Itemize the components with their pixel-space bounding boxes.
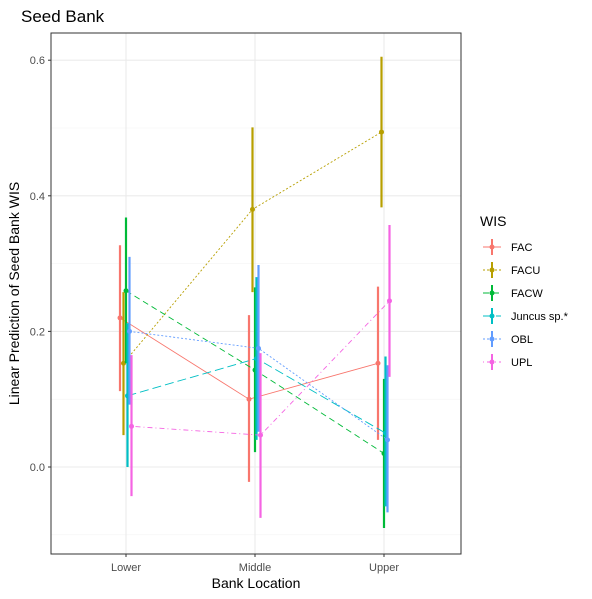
series-obl xyxy=(127,256,390,513)
series-juncus-sp- xyxy=(125,277,388,507)
series-line xyxy=(131,300,390,436)
series-facu xyxy=(121,56,384,436)
data-point xyxy=(117,315,123,321)
legend-label: FACU xyxy=(511,265,540,277)
legend-key-point xyxy=(489,359,495,365)
data-point xyxy=(246,396,252,402)
y-tick-label: 0.4 xyxy=(30,191,45,203)
legend-item: UPL xyxy=(483,354,532,370)
legend-key-point xyxy=(489,267,495,273)
legend-title: WIS xyxy=(480,213,506,229)
data-point xyxy=(127,328,132,334)
axis-layer: 0.0 0.2 0.4 0.6 Lower Middle Upper xyxy=(30,55,400,574)
x-tick-label: Lower xyxy=(111,562,141,574)
legend-label: FACW xyxy=(511,288,543,300)
legend-key-point xyxy=(489,336,495,342)
legend-key-point xyxy=(489,313,495,319)
x-tick-label: Upper xyxy=(369,562,399,574)
x-axis-title: Bank Location xyxy=(212,575,301,591)
legend-item: OBL xyxy=(483,331,533,347)
data-layer xyxy=(117,56,392,529)
x-tick-label: Middle xyxy=(239,562,271,574)
y-tick-label: 0.6 xyxy=(30,55,45,67)
legend-label: FAC xyxy=(511,242,532,254)
legend-item: Juncus sp.* xyxy=(483,308,569,324)
legend-key-point xyxy=(489,244,495,250)
data-point xyxy=(256,345,261,351)
y-tick-label: 0.0 xyxy=(30,462,45,474)
data-point xyxy=(129,423,134,429)
data-point xyxy=(375,360,381,366)
y-axis-title: Linear Prediction of Seed Bank WIS xyxy=(6,182,22,405)
data-point xyxy=(385,437,390,443)
legend-item: FACU xyxy=(483,262,540,278)
legend-label: UPL xyxy=(511,357,532,369)
y-tick-label: 0.2 xyxy=(30,326,45,338)
legend-item: FAC xyxy=(483,239,532,255)
legend-label: Juncus sp.* xyxy=(511,311,569,323)
data-point xyxy=(250,206,255,212)
chart-title: Seed Bank xyxy=(21,7,105,26)
legend-item: FACW xyxy=(483,285,543,301)
legend: WIS FAC FACU FACW Juncus sp.* OBL UPL xyxy=(480,213,569,370)
plot-panel-border xyxy=(50,32,462,555)
data-point xyxy=(258,432,263,438)
legend-label: OBL xyxy=(511,334,533,346)
legend-key-point xyxy=(489,290,495,296)
data-point xyxy=(379,129,384,135)
data-point xyxy=(123,288,129,294)
data-point xyxy=(121,360,126,366)
series-upl xyxy=(129,224,392,518)
series-fac xyxy=(117,245,381,482)
data-point xyxy=(387,298,392,304)
